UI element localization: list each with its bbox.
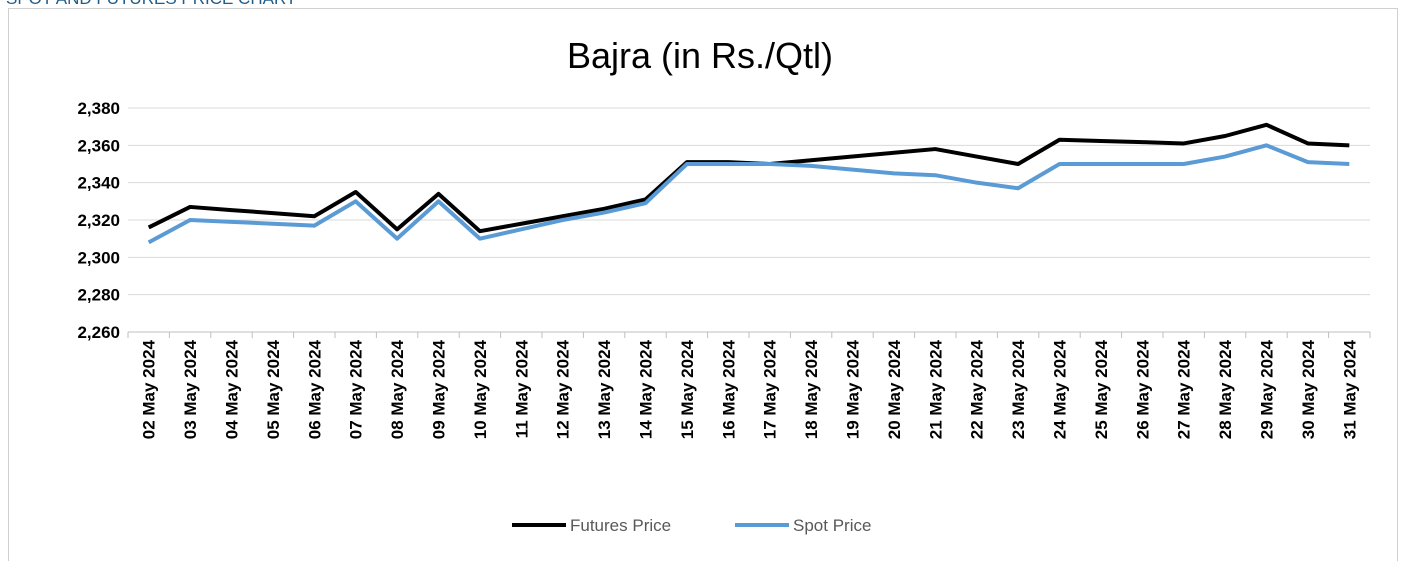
x-tick-label: 12 May 2024 — [554, 339, 573, 439]
chart-title: Bajra (in Rs./Qtl) — [567, 35, 833, 76]
x-tick-label: 10 May 2024 — [471, 339, 490, 439]
x-tick-label: 04 May 2024 — [223, 339, 242, 439]
chart-frame — [8, 8, 1398, 561]
series-line — [147, 143, 1350, 245]
x-tick-label: 30 May 2024 — [1299, 339, 1318, 439]
x-tick-label: 14 May 2024 — [637, 339, 656, 439]
x-tick-label: 23 May 2024 — [1009, 339, 1028, 439]
x-tick-label: 07 May 2024 — [347, 339, 366, 439]
x-tick-label: 31 May 2024 — [1340, 339, 1359, 439]
x-tick-label: 20 May 2024 — [885, 339, 904, 439]
x-tick-label: 13 May 2024 — [595, 339, 614, 439]
x-tick-label: 19 May 2024 — [844, 339, 863, 439]
x-tick-label: 09 May 2024 — [430, 339, 449, 439]
x-tick-label: 18 May 2024 — [802, 339, 821, 439]
x-tick-label: 24 May 2024 — [1051, 339, 1070, 439]
x-tick-label: 28 May 2024 — [1216, 339, 1235, 439]
y-tick-label: 2,280 — [77, 286, 120, 305]
x-tick-label: 03 May 2024 — [181, 339, 200, 439]
x-tick-label: 06 May 2024 — [305, 339, 324, 439]
y-tick-label: 2,380 — [77, 99, 120, 118]
y-tick-label: 2,300 — [77, 248, 120, 267]
y-tick-label: 2,360 — [77, 136, 120, 155]
y-tick-label: 2,340 — [77, 174, 120, 193]
x-tick-label: 15 May 2024 — [678, 339, 697, 439]
x-tick-label: 29 May 2024 — [1258, 339, 1277, 439]
legend-label: Futures Price — [570, 516, 671, 535]
y-tick-label: 2,320 — [77, 211, 120, 230]
x-tick-label: 11 May 2024 — [512, 339, 531, 438]
x-tick-label: 26 May 2024 — [1133, 339, 1152, 439]
y-tick-label: 2,260 — [77, 323, 120, 342]
x-tick-label: 27 May 2024 — [1175, 339, 1194, 439]
x-tick-label: 08 May 2024 — [388, 339, 407, 439]
x-tick-label: 16 May 2024 — [719, 339, 738, 439]
x-tick-label: 02 May 2024 — [140, 339, 159, 439]
x-tick-label: 17 May 2024 — [761, 339, 780, 439]
x-tick-label: 25 May 2024 — [1092, 339, 1111, 439]
x-tick-label: 21 May 2024 — [926, 339, 945, 439]
legend-label: Spot Price — [793, 516, 871, 535]
page-header: SPOT AND FUTURES PRICE CHART — [6, 0, 296, 8]
x-tick-label: 05 May 2024 — [264, 339, 283, 439]
x-tick-label: 22 May 2024 — [968, 339, 987, 439]
